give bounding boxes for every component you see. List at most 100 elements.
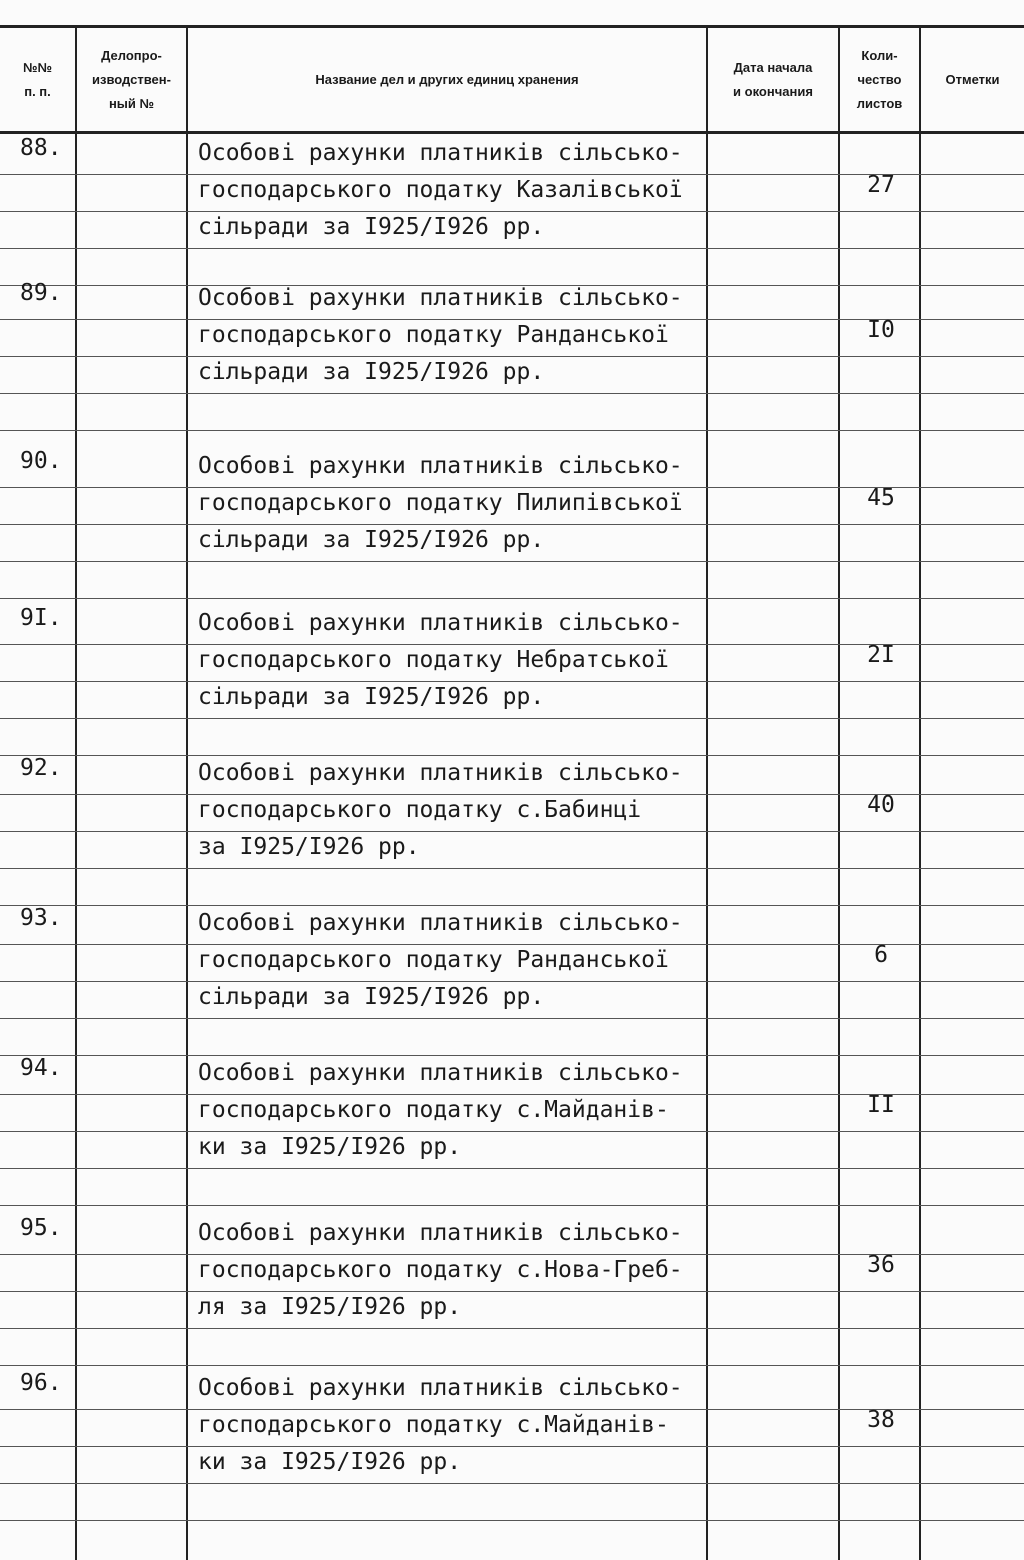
title-line: господарського податку Казалівської xyxy=(198,177,683,203)
sheet-count: І0 xyxy=(867,317,895,343)
sheet-count: 27 xyxy=(867,172,895,198)
ruled-line xyxy=(0,561,1024,562)
ruled-line xyxy=(0,1328,1024,1329)
row-number: 9І. xyxy=(20,605,62,631)
header-num: №№ п. п. xyxy=(23,60,52,99)
ruled-line xyxy=(0,681,1024,682)
ruled-line xyxy=(0,831,1024,832)
ruled-line xyxy=(0,393,1024,394)
title-line: сільради за І925/І926 рр. xyxy=(198,527,545,553)
ruled-line xyxy=(0,1254,1024,1255)
title-line: Особові рахунки платників сільсько- xyxy=(198,140,683,166)
header-bottom-border xyxy=(0,131,1024,134)
column-divider xyxy=(919,25,921,1560)
ruled-line xyxy=(0,1168,1024,1169)
header-count: Коли- чество листов xyxy=(856,48,903,111)
header-office-no: Делопро- изводствен- ный № xyxy=(92,48,171,111)
ruled-line xyxy=(0,1365,1024,1366)
header-dates: Дата начала и окончания xyxy=(733,60,813,99)
sheet-count: 2І xyxy=(867,642,895,668)
title-line: господарського податку с.Майданів- xyxy=(198,1412,669,1438)
table-top-border xyxy=(0,25,1024,28)
row-number: 89. xyxy=(20,280,62,306)
ruled-line xyxy=(0,1446,1024,1447)
header-notes: Отметки xyxy=(945,72,1000,87)
ruled-line xyxy=(0,644,1024,645)
ruled-line xyxy=(0,1018,1024,1019)
title-line: сільради за І925/І926 рр. xyxy=(198,214,545,240)
column-divider xyxy=(186,25,188,1560)
title-line: Особові рахунки платників сільсько- xyxy=(198,610,683,636)
ruled-line xyxy=(0,1055,1024,1056)
row-number: 90. xyxy=(20,448,62,474)
row-title: Особові рахунки платників сільсько-госпо… xyxy=(198,905,683,1016)
title-line: Особові рахунки платників сільсько- xyxy=(198,453,683,479)
row-number: 96. xyxy=(20,1370,62,1396)
row-title: Особові рахунки платників сільсько-госпо… xyxy=(198,755,683,866)
sheet-count: 36 xyxy=(867,1252,895,1278)
ruled-line xyxy=(0,868,1024,869)
title-line: сільради за І925/І926 рр. xyxy=(198,684,545,710)
title-line: ки за І925/І926 рр. xyxy=(198,1449,462,1475)
ruled-line xyxy=(0,285,1024,286)
column-divider xyxy=(838,25,840,1560)
row-title: Особові рахунки платників сільсько-госпо… xyxy=(198,1055,683,1166)
ruled-line xyxy=(0,356,1024,357)
row-number: 94. xyxy=(20,1055,62,1081)
title-line: Особові рахунки платників сільсько- xyxy=(198,760,683,786)
row-title: Особові рахунки платників сільсько-госпо… xyxy=(198,605,683,716)
title-line: господарського податку с.Нова-Греб- xyxy=(198,1257,683,1283)
title-line: ки за І925/І926 рр. xyxy=(198,1134,462,1160)
ruled-line xyxy=(0,755,1024,756)
row-number: 95. xyxy=(20,1215,62,1241)
sheet-count: 45 xyxy=(867,485,895,511)
ruled-line xyxy=(0,524,1024,525)
ruled-line xyxy=(0,981,1024,982)
column-divider xyxy=(706,25,708,1560)
ruled-line xyxy=(0,1131,1024,1132)
sheet-count: 6 xyxy=(874,942,888,968)
row-number: 93. xyxy=(20,905,62,931)
ruled-line xyxy=(0,598,1024,599)
ruled-line xyxy=(0,487,1024,488)
ruled-line xyxy=(0,1205,1024,1206)
ruled-line xyxy=(0,718,1024,719)
row-title: Особові рахунки платників сільсько-госпо… xyxy=(198,280,683,391)
title-line: господарського податку с.Бабинці xyxy=(198,797,642,823)
ruled-line xyxy=(0,174,1024,175)
ruled-line xyxy=(0,1409,1024,1410)
title-line: Особові рахунки платників сільсько- xyxy=(198,285,683,311)
ruled-line xyxy=(0,1483,1024,1484)
title-line: за І925/І926 рр. xyxy=(198,834,420,860)
row-title: Особові рахунки платників сільсько-госпо… xyxy=(198,135,683,246)
ruled-line xyxy=(0,1520,1024,1521)
ruled-line xyxy=(0,944,1024,945)
title-line: сільради за І925/І926 рр. xyxy=(198,984,545,1010)
row-title: Особові рахунки платників сільсько-госпо… xyxy=(198,1215,683,1326)
title-line: господарського податку Ранданської xyxy=(198,322,669,348)
row-number: 88. xyxy=(20,135,62,161)
sheet-count: ІІ xyxy=(867,1092,895,1118)
ruled-line xyxy=(0,211,1024,212)
title-line: Особові рахунки платників сільсько- xyxy=(198,1220,683,1246)
title-line: господарського податку Небратської xyxy=(198,647,669,673)
ruled-line xyxy=(0,1291,1024,1292)
title-line: ля за І925/І926 рр. xyxy=(198,1294,462,1320)
column-divider xyxy=(75,25,77,1560)
title-line: господарського податку с.Майданів- xyxy=(198,1097,669,1123)
ruled-line xyxy=(0,905,1024,906)
sheet-count: 40 xyxy=(867,792,895,818)
title-line: Особові рахунки платників сільсько- xyxy=(198,910,683,936)
row-number: 92. xyxy=(20,755,62,781)
ruled-line xyxy=(0,319,1024,320)
row-title: Особові рахунки платників сільсько-госпо… xyxy=(198,1370,683,1481)
sheet-count: 38 xyxy=(867,1407,895,1433)
ruled-line xyxy=(0,430,1024,431)
ruled-line xyxy=(0,1094,1024,1095)
title-line: сільради за І925/І926 рр. xyxy=(198,359,545,385)
title-line: господарського податку Пилипівської xyxy=(198,490,683,516)
header-title: Название дел и других единиц хранения xyxy=(315,72,579,87)
title-line: Особові рахунки платників сільсько- xyxy=(198,1060,683,1086)
row-title: Особові рахунки платників сільсько-госпо… xyxy=(198,448,683,559)
